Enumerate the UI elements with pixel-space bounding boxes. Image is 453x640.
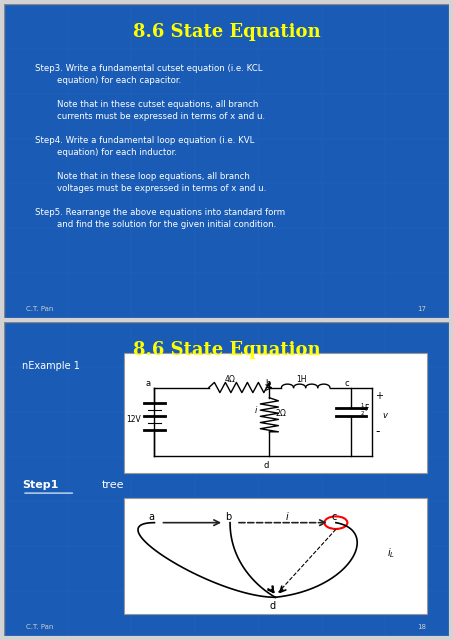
FancyBboxPatch shape [4,322,449,636]
Text: 8.6 State Equation: 8.6 State Equation [133,341,320,359]
Text: Step3. Write a fundamental cutset equation (i.e. KCL
        equation) for each : Step3. Write a fundamental cutset equati… [35,64,263,84]
Text: Step5. Rearrange the above equations into standard form
        and find the sol: Step5. Rearrange the above equations int… [35,208,285,229]
Text: 8.6 State Equation: 8.6 State Equation [133,24,320,42]
Text: Note that in these loop equations, all branch
        voltages must be expressed: Note that in these loop equations, all b… [35,172,266,193]
FancyBboxPatch shape [4,4,449,318]
Text: Note that in these cutset equations, all branch
        currents must be express: Note that in these cutset equations, all… [35,100,265,121]
Text: tree: tree [102,480,125,490]
Text: C.T. Pan: C.T. Pan [26,623,54,630]
Text: 17: 17 [418,306,427,312]
FancyBboxPatch shape [124,498,427,614]
Text: 18: 18 [418,623,427,630]
Text: nExample 1: nExample 1 [22,361,80,371]
Text: C.T. Pan: C.T. Pan [26,306,54,312]
Text: Step4. Write a fundamental loop equation (i.e. KVL
        equation) for each in: Step4. Write a fundamental loop equation… [35,136,255,157]
Text: Step1: Step1 [22,480,58,490]
FancyBboxPatch shape [124,353,427,473]
